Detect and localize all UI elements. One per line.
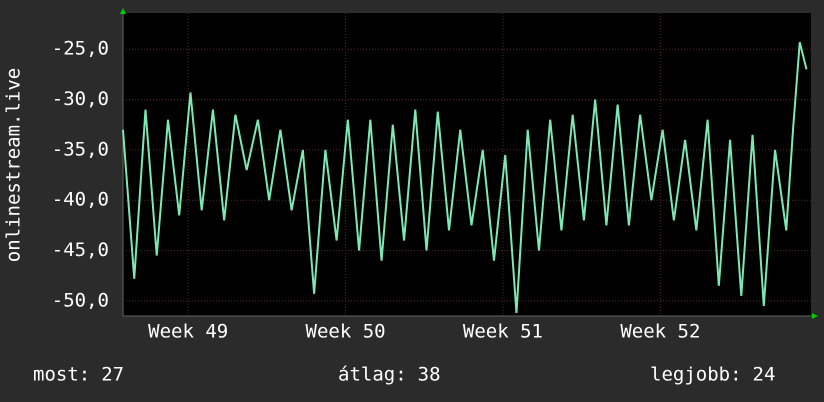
y-tick-label: -50,0 [52,289,109,311]
y-tick-label: -35,0 [52,138,109,160]
x-tick-label: Week 49 [148,321,228,343]
stat-label: most: [33,364,90,386]
stat-value: 27 [101,364,124,386]
stat-label: átlag: [338,364,407,386]
axis-arrow [812,313,818,319]
x-tick-label: Week 51 [463,321,543,343]
axis-arrow [120,8,126,14]
plot-area [123,13,811,316]
stat-value: 24 [753,364,776,386]
y-tick-label: -25,0 [52,38,109,60]
y-tick-label: -30,0 [52,88,109,110]
data-line [122,41,808,314]
stat-label: legjobb: [650,364,742,386]
x-tick-label: Week 52 [620,321,700,343]
y-tick-label: -40,0 [52,189,109,211]
y-tick-label: -45,0 [52,239,109,261]
stat-value: 38 [418,364,441,386]
x-tick-label: Week 50 [306,321,386,343]
y-axis-label: onlinestream.live [3,68,25,262]
